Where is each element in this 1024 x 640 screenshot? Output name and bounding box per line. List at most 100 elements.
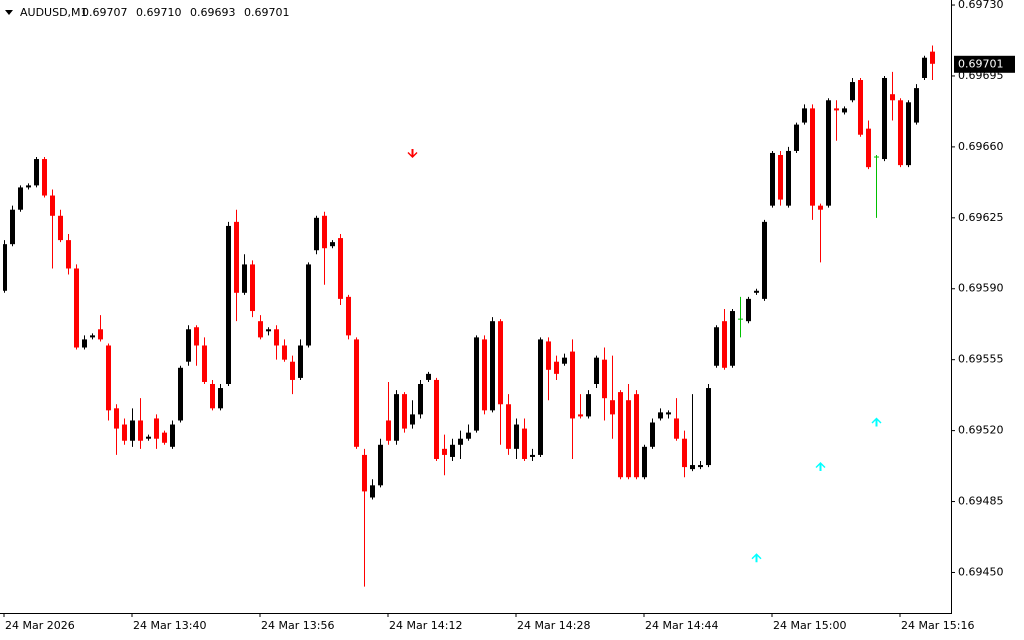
candle-body (498, 321, 503, 405)
candle-body (298, 345, 303, 378)
candle-body (242, 264, 247, 293)
x-tick-label: 24 Mar 13:40 (133, 619, 206, 632)
candle-body (434, 379, 439, 459)
signal-arrow (751, 553, 762, 563)
candle-body (90, 335, 95, 338)
candle-body (10, 209, 15, 245)
signal-arrow (815, 462, 826, 472)
x-tick-label: 24 Mar 14:44 (645, 619, 718, 632)
header-value: 0.69710 (136, 6, 182, 19)
candle-body (186, 329, 191, 362)
candle-body (370, 485, 375, 498)
candle-body (146, 436, 151, 439)
candle-body (290, 361, 295, 380)
candle-body (882, 77, 887, 160)
candle-body (50, 195, 55, 216)
candle-body (714, 327, 719, 366)
candle-body (490, 321, 495, 411)
candle-body (170, 424, 175, 447)
candle-body (506, 404, 511, 449)
last-price-label: 0.69701 (958, 57, 1004, 70)
candle-body (682, 438, 687, 468)
last-price-box (954, 55, 1015, 73)
y-tick-label: 0.69520 (958, 424, 1004, 437)
candle-body (602, 359, 607, 399)
candle-body (82, 339, 87, 348)
candle-body (378, 444, 383, 486)
candle-body (402, 394, 407, 429)
candle-body (226, 225, 231, 384)
candle-body (554, 361, 559, 374)
candle-body (730, 311, 735, 366)
candle-body (354, 339, 359, 447)
candle-body (658, 412, 663, 419)
x-tick-label: 24 Mar 15:16 (901, 619, 974, 632)
candle-body (746, 298, 751, 322)
candle-body (410, 414, 415, 425)
candle-body (546, 341, 551, 370)
candle-body (58, 215, 63, 241)
candle-body (178, 367, 183, 421)
candle-body (802, 108, 807, 123)
candle-body (514, 424, 519, 449)
candle-body (274, 329, 279, 346)
candle-body (26, 185, 31, 188)
symbol-title: AUDUSD,M1 (20, 6, 88, 19)
candle-body (138, 420, 143, 441)
candle-body (674, 418, 679, 439)
candle-body (306, 264, 311, 346)
candle-body (778, 154, 783, 200)
candle-body (210, 383, 215, 409)
candle-body (858, 80, 863, 135)
y-tick-label: 0.69590 (958, 282, 1004, 295)
candle-body (162, 432, 167, 443)
signal-arrow (871, 417, 882, 427)
menu-triangle[interactable] (5, 10, 13, 15)
candle-body (106, 345, 111, 411)
x-tick-label: 24 Mar 14:28 (517, 619, 590, 632)
candle-body (922, 57, 927, 78)
candle-body (394, 394, 399, 441)
header-value: 0.69701 (244, 6, 290, 19)
candle-body (314, 217, 319, 251)
candle-body (690, 465, 695, 470)
candle-body (594, 357, 599, 384)
candle-body (194, 327, 199, 346)
candle-body (458, 438, 463, 445)
candle-body (130, 420, 135, 441)
candle-body (722, 321, 727, 368)
x-tick-label: 24 Mar 13:56 (261, 619, 334, 632)
candle-body (482, 339, 487, 411)
candle-body (818, 205, 823, 210)
candle-body (650, 422, 655, 447)
y-tick-label: 0.69485 (958, 495, 1004, 508)
candle-body (338, 238, 343, 299)
candle-body (794, 124, 799, 151)
candle-body (914, 88, 919, 123)
candle-body (698, 465, 703, 468)
candle-body (442, 448, 447, 455)
candle-body (634, 394, 639, 478)
candle-body (42, 159, 47, 196)
candle-body (18, 187, 23, 210)
candle-body (898, 100, 903, 166)
candle-body (322, 215, 327, 249)
candle-body (266, 329, 271, 332)
y-tick-label: 0.69730 (958, 0, 1004, 11)
candle-body (218, 388, 223, 409)
candles (3, 45, 935, 587)
candle-body (842, 108, 847, 113)
x-tick-label: 24 Mar 2026 (5, 619, 75, 632)
candle-body (578, 414, 583, 417)
x-tick-label: 24 Mar 14:12 (389, 619, 462, 632)
candle-body (538, 339, 543, 455)
candle-body (586, 394, 591, 417)
header-value: 0.69707 (82, 6, 128, 19)
candle-body (890, 94, 895, 101)
y-tick-label: 0.69450 (958, 565, 1004, 578)
candle-body (474, 337, 479, 431)
y-tick-label: 0.69555 (958, 353, 1004, 366)
candle-body (754, 290, 759, 293)
